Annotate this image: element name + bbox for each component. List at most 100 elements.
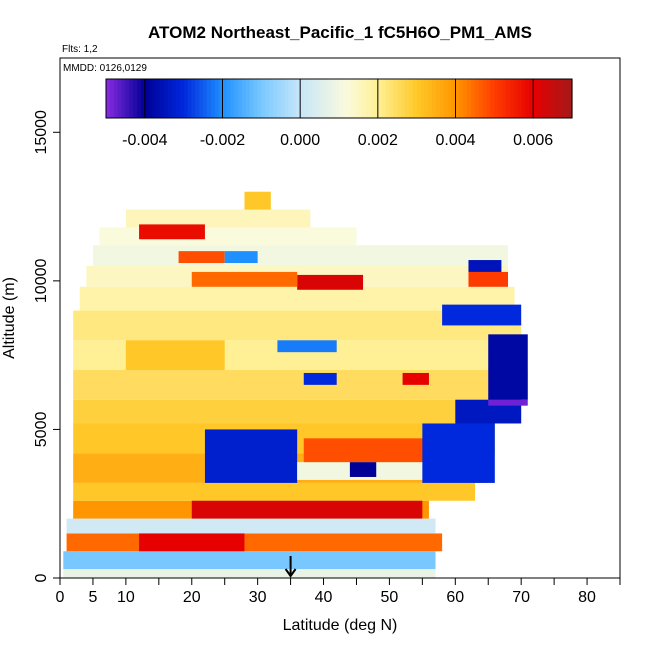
colorbar-swatch (405, 79, 410, 118)
colorbar-swatch (505, 79, 511, 118)
colorbar-swatch (377, 79, 383, 118)
heatmap-band (99, 227, 357, 246)
colorbar-swatch (144, 79, 150, 118)
colorbar-swatch (300, 79, 305, 118)
colorbar-swatch (307, 79, 313, 118)
colorbar-swatch (393, 79, 398, 118)
y-tick-label: 15000 (33, 110, 50, 155)
colorbar-swatch (276, 79, 282, 118)
colorbar-swatch (148, 79, 154, 118)
colorbar-swatch (471, 79, 476, 118)
latitude-marker-arrow (284, 556, 297, 578)
colorbar-swatch (370, 79, 375, 118)
colorbar-swatch (164, 79, 169, 118)
colorbar-swatch (381, 79, 387, 118)
colorbar-swatch (152, 79, 158, 118)
x-tick-label: 40 (315, 589, 333, 606)
colorbar-swatch (230, 79, 235, 118)
colorbar-swatch (222, 79, 227, 118)
colorbar-swatch (304, 79, 309, 118)
colorbar-swatch (106, 79, 111, 118)
colorbar-swatch (172, 79, 177, 118)
x-tick-label: 10 (117, 589, 135, 606)
heatmap-patch (468, 260, 502, 272)
colorbar-swatch (156, 79, 161, 118)
colorbar-swatch (203, 79, 208, 118)
colorbar-swatch (261, 79, 266, 118)
heatmap-band (73, 370, 528, 400)
heatmap-band (63, 569, 436, 578)
y-axis-label: Altitude (m) (1, 277, 18, 359)
colorbar-swatch (533, 79, 538, 118)
colorbar-swatch (280, 79, 286, 118)
colorbar-swatch (342, 79, 348, 118)
y-tick-label: 5000 (33, 412, 50, 448)
colorbar-swatch (447, 79, 453, 118)
heatmap-band (66, 533, 443, 552)
colorbar-swatch (339, 79, 344, 118)
colorbar-swatch (389, 79, 394, 118)
colorbar-swatch (474, 79, 480, 118)
y-tick-label: 0 (33, 573, 50, 582)
heatmap-patch (297, 274, 364, 290)
colorbar-swatch (436, 79, 441, 118)
heatmap-patch (224, 251, 258, 264)
colorbar-swatch (214, 79, 220, 118)
colorbar-swatch (564, 79, 569, 118)
colorbar-swatch (179, 79, 185, 118)
colorbar-swatch (125, 79, 130, 118)
colorbar-swatch (257, 79, 262, 118)
colorbar-swatch (199, 79, 204, 118)
x-tick-label: 50 (381, 589, 399, 606)
colorbar-swatch (443, 79, 449, 118)
colorbar-swatch (358, 79, 363, 118)
colorbar-swatch (284, 79, 290, 118)
colorbar-swatch (296, 79, 301, 118)
colorbar-tick-label: -0.004 (122, 132, 167, 149)
colorbar-swatch (401, 79, 406, 118)
heatmap-patch (139, 224, 205, 240)
heatmap-patch (488, 399, 528, 406)
colorbar: -0.004 -0.002 0.000 0.002 0.004 0.006 (105, 78, 573, 149)
heatmap-patch (125, 340, 225, 370)
x-tick-label: 30 (249, 589, 267, 606)
colorbar-swatch (467, 79, 472, 118)
colorbar-swatch (323, 79, 328, 118)
heatmap-cells (63, 191, 528, 578)
chart-title: ATOM2 Northeast_Pacific_1 fC5H6O_PM1_AMS (148, 23, 532, 42)
colorbar-swatch (486, 79, 492, 118)
heatmap-band (73, 482, 476, 501)
arrow-head (284, 568, 297, 578)
flights-note: Flts: 1,2 (62, 44, 98, 55)
colorbar-tick-label: 0.004 (435, 132, 475, 149)
x-tick-label: 5 (88, 589, 97, 606)
colorbar-tick-label: 0.002 (358, 132, 398, 149)
colorbar-swatch (238, 79, 243, 118)
colorbar-swatch (191, 79, 196, 118)
colorbar-swatch (362, 79, 367, 118)
heatmap-band (92, 245, 509, 266)
dates-note: MMDD: 0126,0129 (63, 63, 147, 74)
colorbar-swatch (210, 79, 216, 118)
colorbar-swatch (463, 79, 468, 118)
x-tick-label: 80 (578, 589, 596, 606)
heatmap-band (73, 399, 522, 424)
colorbar-swatch (521, 79, 526, 118)
heatmap-patch (442, 304, 522, 326)
colorbar-swatch (241, 79, 247, 118)
colorbar-swatch (160, 79, 165, 118)
colorbar-swatch (206, 79, 212, 118)
x-tick-label: 20 (183, 589, 201, 606)
colorbar-swatch (335, 79, 340, 118)
colorbar-swatch (439, 79, 445, 118)
colorbar-swatch (226, 79, 231, 118)
colorbar-swatch (478, 79, 484, 118)
heatmap-band (125, 209, 311, 228)
colorbar-swatch (327, 79, 332, 118)
plot-frame (59, 57, 621, 579)
colorbar-swatch (366, 79, 371, 118)
colorbar-swatch (490, 79, 495, 118)
heatmap-band (66, 518, 436, 534)
x-tick-label: 60 (446, 589, 464, 606)
